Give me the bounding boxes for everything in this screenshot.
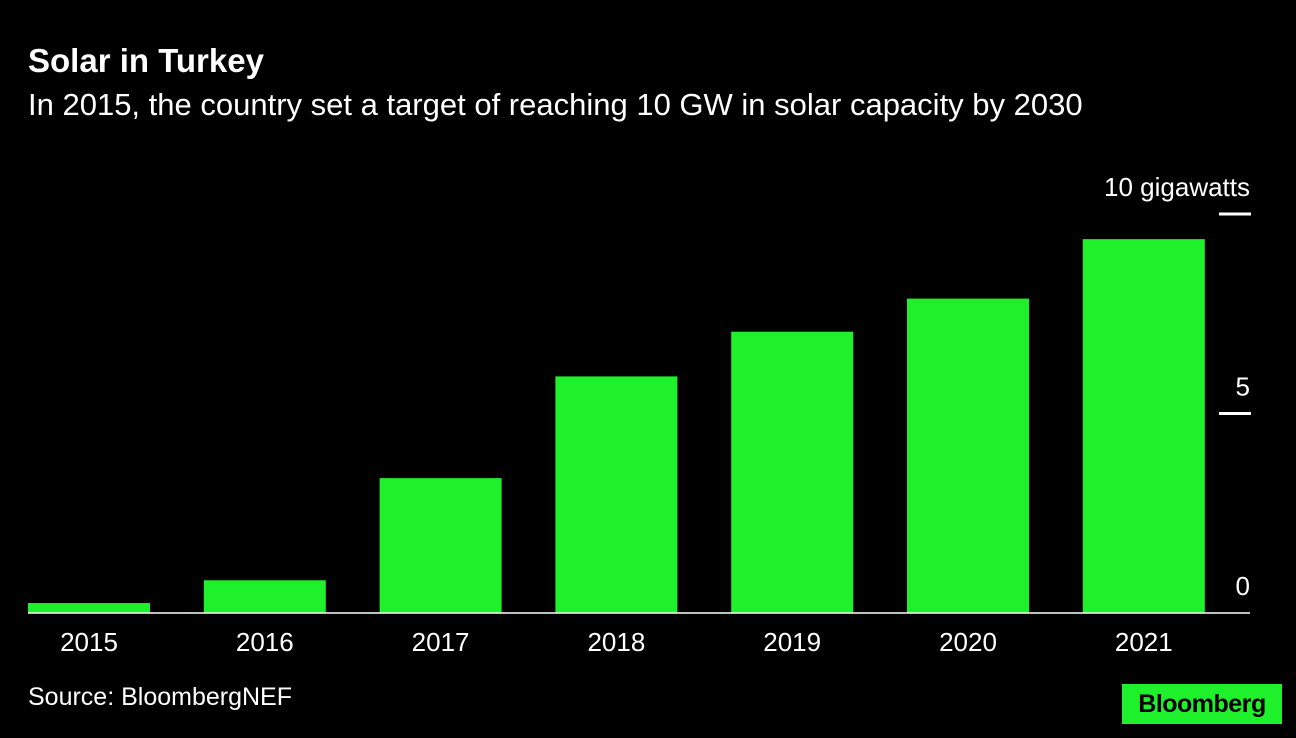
y-tick-label-10: 10 gigawatts <box>1104 172 1250 202</box>
chart-title: Solar in Turkey <box>28 42 264 79</box>
y-ticks-group: 0 5 10 gigawatts <box>1104 172 1251 601</box>
bloomberg-logo: Bloomberg <box>1120 682 1284 726</box>
bar-2015 <box>28 603 150 613</box>
chart-subtitle: In 2015, the country set a target of rea… <box>28 87 1083 122</box>
bar-2017 <box>379 478 502 613</box>
x-tick-labels: 2015 2016 2017 2018 2019 2020 2021 <box>60 627 1173 657</box>
source-note: Source: BloombergNEF <box>28 683 293 711</box>
x-tick-label-2019: 2019 <box>763 627 821 657</box>
bar-2019 <box>731 331 854 613</box>
bar-2018 <box>555 376 678 613</box>
x-tick-label-2018: 2018 <box>587 627 645 657</box>
x-tick-label-2017: 2017 <box>412 627 470 657</box>
y-tick-label-0: 0 <box>1236 571 1250 601</box>
bars-group <box>28 239 1205 613</box>
bar-2016 <box>203 580 326 613</box>
bar-2020 <box>907 298 1029 613</box>
x-tick-label-2020: 2020 <box>939 627 997 657</box>
x-tick-label-2016: 2016 <box>236 627 294 657</box>
y-tick-label-5: 5 <box>1236 372 1250 402</box>
bar-2021 <box>1082 239 1205 613</box>
x-tick-label-2015: 2015 <box>60 627 118 657</box>
x-tick-label-2021: 2021 <box>1115 627 1173 657</box>
